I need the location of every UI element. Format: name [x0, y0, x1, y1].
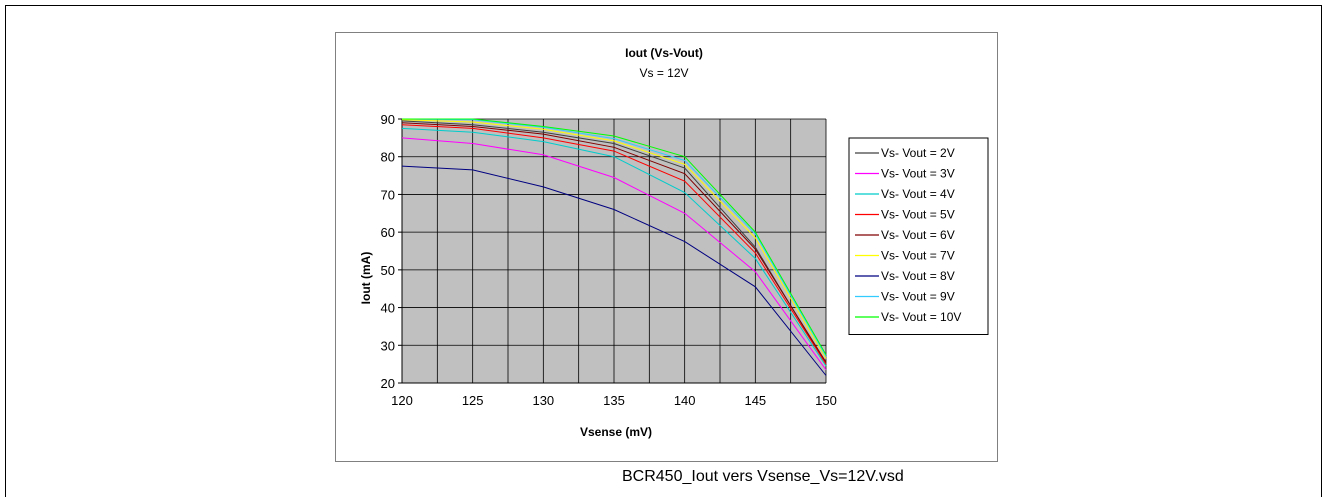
line-chart: Iout (Vs-Vout) Vs = 12V 20 30 40 50 60 70 80 90… — [359, 46, 989, 439]
x-axis-label: Vsense (mV) — [580, 425, 652, 439]
series-line-1 — [401, 120, 827, 365]
legend-label-5: Vs- Vout = 6V — [881, 228, 955, 242]
series-line-7 — [401, 165, 827, 376]
y-tick-label: 80 — [381, 150, 395, 165]
y-tick-label: 40 — [381, 301, 395, 316]
legend-label-8: Vs- Vout = 9V — [881, 290, 955, 304]
series-line-9 — [402, 118, 827, 355]
legend-label-6: Vs- Vout = 7V — [881, 249, 955, 263]
plot-area: 20 30 40 50 60 70 80 90 120 125 130 135 140 145 150 — [381, 112, 837, 408]
y-tick-label: 20 — [381, 376, 395, 391]
x-tick-label: 120 — [391, 393, 413, 408]
chart-subtitle: Vs = 12V — [639, 66, 688, 80]
series-line-6 — [401, 119, 827, 359]
legend-label-9: Vs- Vout = 10V — [881, 310, 961, 324]
legend-label-7: Vs- Vout = 8V — [881, 269, 955, 283]
series-line-8 — [401, 118, 827, 357]
chart-area: Iout (Vs-Vout) Vs = 12V 20 30 40 50 60 70 80 90… — [335, 32, 998, 462]
file-caption: BCR450_Iout vers Vsense_Vs=12V.vsd — [622, 468, 904, 485]
legend-label-1: Vs- Vout = 2V — [881, 146, 955, 160]
legend-label-4: Vs- Vout = 5V — [881, 208, 955, 222]
y-tick-label: 60 — [381, 225, 395, 240]
x-tick-label: 135 — [603, 393, 625, 408]
y-tick-label: 50 — [381, 263, 395, 278]
x-tick-label: 145 — [744, 393, 766, 408]
chart-title: Iout (Vs-Vout) — [625, 46, 703, 60]
y-tick-label: 90 — [381, 112, 395, 127]
legend-box — [848, 137, 989, 335]
x-tick-label: 125 — [462, 393, 484, 408]
y-tick-label: 30 — [381, 338, 395, 353]
series-line-2 — [401, 137, 827, 371]
y-tick-label: 70 — [381, 187, 395, 202]
legend: Vs- Vout = 2V Vs- Vout = 3V Vs- Vout = 4V V… — [848, 137, 989, 335]
page-frame — [5, 5, 1322, 497]
series-line-3 — [401, 127, 827, 367]
x-tick-label: 130 — [532, 393, 554, 408]
x-tick-label: 140 — [674, 393, 696, 408]
x-tick-label: 150 — [815, 393, 837, 408]
y-axis-label: Iout (mA) — [359, 252, 373, 305]
legend-label-3: Vs- Vout = 4V — [881, 187, 955, 201]
series-line-5 — [401, 122, 827, 363]
legend-label-2: Vs- Vout = 3V — [881, 167, 955, 181]
series-line-4 — [401, 124, 827, 365]
